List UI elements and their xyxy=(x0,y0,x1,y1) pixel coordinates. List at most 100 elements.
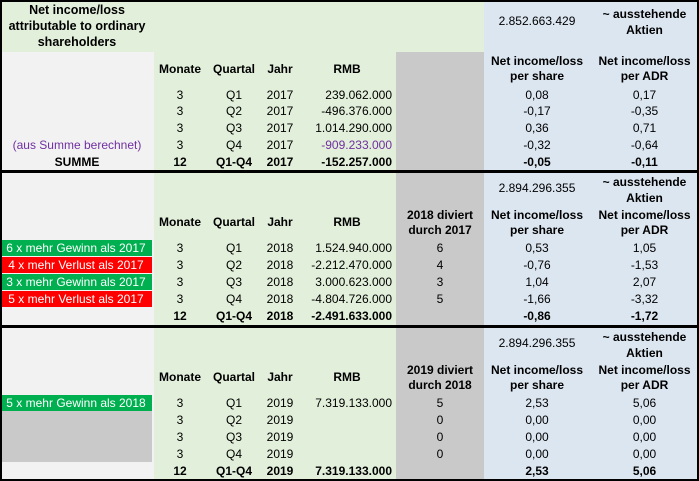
cell-per-share: 0,00 xyxy=(525,413,549,427)
cell-rmb: 1.524.940.000 xyxy=(315,241,392,255)
cell-per-share: 0,36 xyxy=(525,121,549,135)
cell-per-adr: -0,64 xyxy=(630,138,659,152)
cell-quarter: Q3 xyxy=(225,121,242,135)
note-loss: 4 x mehr Verlust als 2017 xyxy=(0,257,152,273)
sum-row: 12 Q1-Q4 2018 -2.491.633.000 -0,86 -1,72 xyxy=(0,308,699,324)
shares-2018: 2.894.296.355 xyxy=(498,181,576,195)
cell-rmb: -4.804.726.000 xyxy=(311,292,392,306)
note-calculated: (aus Summe berechnet) xyxy=(12,138,142,152)
cell-per-adr: 0,17 xyxy=(632,88,657,102)
cell-months: 3 xyxy=(176,258,184,272)
cell-year: 2018 xyxy=(266,241,294,255)
cell-year: 2018 xyxy=(266,309,294,323)
cell-year: 2018 xyxy=(266,258,294,272)
cell-months: 12 xyxy=(173,309,187,323)
sum-row: 12 Q1-Q4 2019 7.319.133.000 2,53 5,06 xyxy=(0,463,699,479)
col-per-adr: Net income/loss per ADR xyxy=(598,208,691,237)
note-loss: 5 x mehr Verlust als 2017 xyxy=(0,291,152,307)
cell-year: 2019 xyxy=(266,464,294,478)
col-rmb: RMB xyxy=(333,370,361,384)
table-row: 3 Q2 2019 0 0,00 0,00 xyxy=(0,412,699,428)
col-quarter: Quartal xyxy=(212,62,255,76)
note-block-2017 xyxy=(0,52,154,170)
cell-year: 2017 xyxy=(266,155,294,169)
cell-div: 3 xyxy=(436,275,444,289)
col-year: Jahr xyxy=(267,62,293,76)
title-bg xyxy=(0,0,484,52)
table-row: 3 Q2 2017 -496.376.000 -0,17 -0,35 xyxy=(0,103,699,119)
cell-quarter: Q1 xyxy=(225,88,242,102)
cell-per-share: 0,08 xyxy=(525,88,549,102)
cell-months: 3 xyxy=(176,121,184,135)
outstanding-label: ~ ausstehende Aktien xyxy=(602,175,687,205)
cell-quarter: Q3 xyxy=(225,430,242,444)
cell-div: 5 xyxy=(436,396,444,410)
col-months: Monate xyxy=(159,215,201,229)
cell-per-adr: -1,72 xyxy=(630,309,659,323)
cell-months: 3 xyxy=(176,292,184,306)
cell-per-adr: 2,07 xyxy=(632,275,657,289)
cell-months: 3 xyxy=(176,430,184,444)
cell-months: 3 xyxy=(176,241,184,255)
cell-per-share: -0,76 xyxy=(523,258,551,272)
cell-year: 2019 xyxy=(266,413,294,427)
cell-rmb: 7.319.133.000 xyxy=(315,396,392,410)
section-divider xyxy=(0,170,699,173)
cell-div: 0 xyxy=(436,430,444,444)
cell-per-share: -0,17 xyxy=(523,104,551,118)
green-block-2019 xyxy=(154,328,396,481)
note-gain: 6 x mehr Gewinn als 2017 xyxy=(0,240,152,256)
blue-block-2018 xyxy=(484,173,699,325)
col-year: Jahr xyxy=(267,370,293,384)
cell-per-share: -0,05 xyxy=(523,155,551,169)
table-row: 3 Q3 2019 0 0,00 0,00 xyxy=(0,429,699,445)
col-per-adr: Net income/loss per ADR xyxy=(598,54,691,83)
shares-2017: 2.852.663.429 xyxy=(498,14,576,28)
gray-block-2019 xyxy=(396,328,484,481)
cell-per-adr: 0,00 xyxy=(632,413,657,427)
cell-div: 6 xyxy=(436,241,444,255)
cell-year: 2018 xyxy=(266,275,294,289)
col-per-share: Net income/loss per share xyxy=(490,54,584,83)
cell-rmb: -496.376.000 xyxy=(321,104,392,118)
col-year: Jahr xyxy=(267,215,293,229)
cell-year: 2017 xyxy=(266,121,294,135)
page-title: Net income/loss attributable to ordinary… xyxy=(8,3,146,49)
cell-div: 0 xyxy=(436,447,444,461)
cell-quarter: Q1 xyxy=(225,396,242,410)
cell-months: 12 xyxy=(173,155,187,169)
cell-per-share: -0,86 xyxy=(523,309,551,323)
cell-per-share: 0,00 xyxy=(525,430,549,444)
cell-per-adr: 1,05 xyxy=(632,241,657,255)
cell-quarter: Q1-Q4 xyxy=(215,155,252,169)
shares-2019: 2.894.296.355 xyxy=(498,336,576,350)
col-rmb: RMB xyxy=(333,62,361,76)
green-block-2017 xyxy=(154,52,396,170)
cell-per-adr: -0,35 xyxy=(630,104,659,118)
col-per-adr: Net income/loss per ADR xyxy=(598,363,691,392)
cell-per-share: -0,32 xyxy=(523,138,551,152)
table-row: (aus Summe berechnet) 3 Q4 2017 -909.233… xyxy=(0,137,699,153)
cell-quarter: Q1-Q4 xyxy=(215,309,252,323)
col-per-share: Net income/loss per share xyxy=(490,363,584,392)
cell-quarter: Q4 xyxy=(225,447,242,461)
cell-rmb: -909.233.000 xyxy=(321,138,392,152)
cell-per-share: 0,53 xyxy=(525,241,549,255)
cell-year: 2017 xyxy=(266,88,294,102)
cell-per-adr: -3,32 xyxy=(630,292,659,306)
cell-year: 2019 xyxy=(266,447,294,461)
col-quarter: Quartal xyxy=(212,370,255,384)
cell-per-share: 0,00 xyxy=(525,447,549,461)
cell-per-adr: 0,00 xyxy=(632,447,657,461)
cell-months: 3 xyxy=(176,413,184,427)
sum-row: SUMME 12 Q1-Q4 2017 -152.257.000 -0,05 -… xyxy=(0,154,699,170)
cell-quarter: Q3 xyxy=(225,275,242,289)
cell-per-adr: 5,06 xyxy=(632,464,657,478)
cell-div: 0 xyxy=(436,413,444,427)
cell-rmb: 239.062.000 xyxy=(325,88,392,102)
col-div-2018: 2018 diviert durch 2017 xyxy=(406,208,474,237)
cell-per-adr: 5,06 xyxy=(632,396,657,410)
cell-months: 3 xyxy=(176,104,184,118)
cell-div: 4 xyxy=(436,258,444,272)
